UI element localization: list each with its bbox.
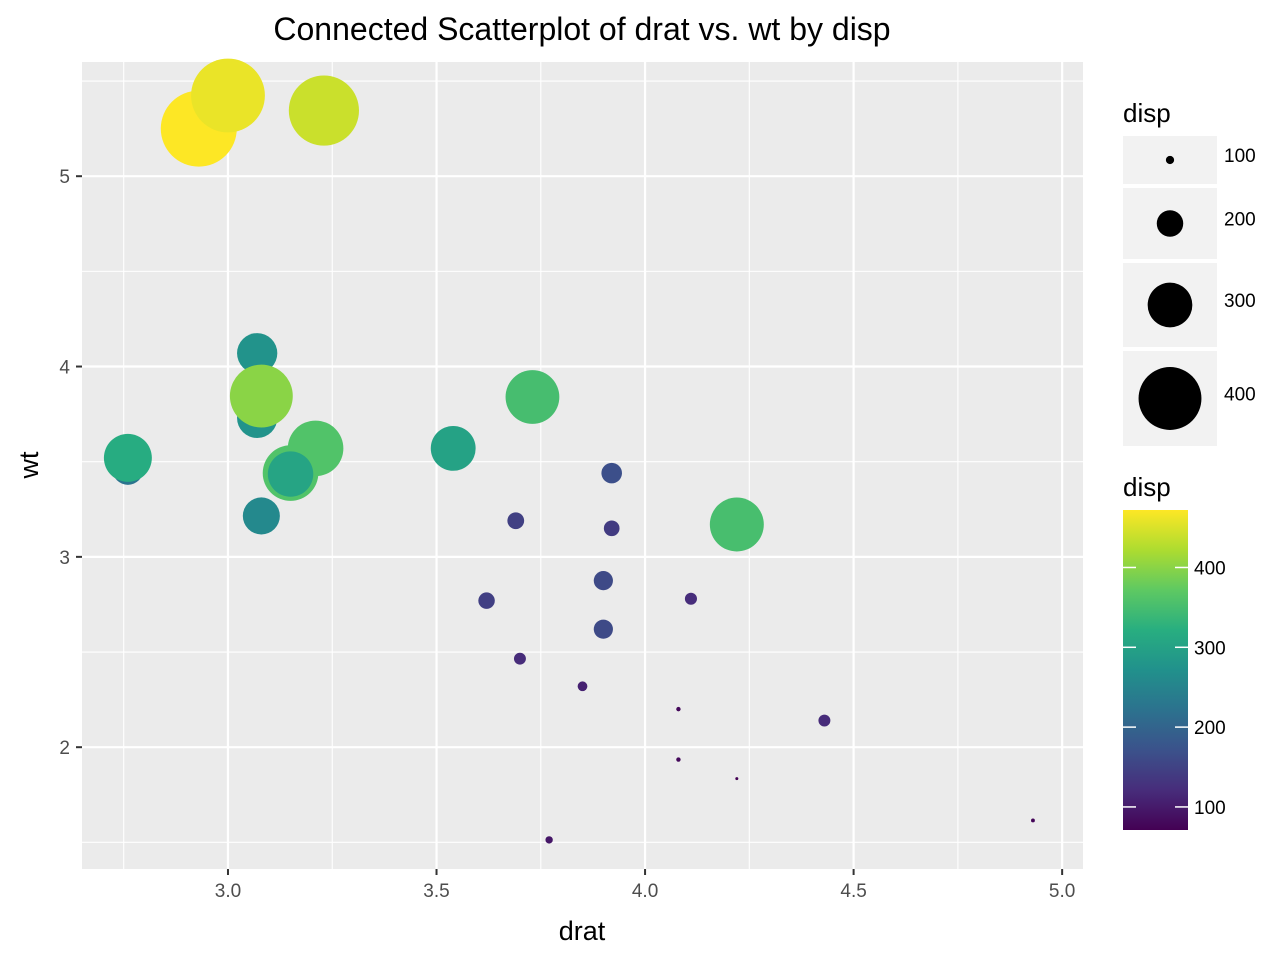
x-tick-label: 3.0 — [215, 881, 241, 902]
y-axis-title: wt — [14, 451, 44, 479]
colorbar-label: 300 — [1194, 638, 1226, 659]
scatter-point — [507, 512, 525, 530]
colorbar-label: 400 — [1194, 558, 1226, 579]
x-tick-label: 4.0 — [632, 881, 658, 902]
size-legend-label: 400 — [1224, 385, 1256, 406]
scatter-point — [818, 714, 831, 727]
y-tick-label: 2 — [59, 738, 70, 759]
scatter-point — [288, 75, 359, 146]
x-axis-title: drat — [559, 916, 606, 946]
scatter-point — [684, 592, 697, 605]
scatter-point — [676, 706, 681, 712]
y-tick-label: 3 — [59, 548, 70, 569]
size-legend-label: 200 — [1224, 210, 1256, 231]
size-legend-title: disp — [1123, 98, 1171, 128]
scatter-point — [430, 425, 476, 471]
size-legend-symbol — [1165, 155, 1175, 165]
scatter-point — [603, 520, 620, 537]
x-tick-label: 5.0 — [1049, 881, 1075, 902]
scatter-point — [593, 571, 613, 591]
scatter-point — [545, 836, 553, 844]
scatter-point — [103, 433, 152, 482]
size-legend-symbol — [1156, 210, 1184, 237]
scatter-point — [242, 497, 280, 535]
scatter-point — [513, 652, 526, 665]
scatter-points — [103, 58, 1035, 844]
colorbar — [1123, 510, 1188, 830]
scatter-point — [229, 364, 293, 428]
scatter-point — [735, 777, 739, 781]
size-legend: disp 100 200 300 400 — [1123, 98, 1256, 446]
scatter-point — [1031, 818, 1035, 823]
scatter-point — [505, 370, 560, 424]
scatter-point — [267, 451, 314, 497]
scatter-point — [191, 58, 265, 133]
scatter-point — [709, 497, 764, 552]
scatter-point — [577, 681, 588, 692]
size-legend-label: 300 — [1224, 291, 1256, 312]
colorbar-ticks: 100 200 300 400 — [1123, 558, 1226, 819]
y-tick-label: 4 — [59, 358, 70, 379]
size-legend-symbol — [1138, 367, 1202, 430]
x-tick-label: 4.5 — [840, 881, 866, 902]
colorbar-label: 100 — [1194, 798, 1226, 819]
scatter-point — [676, 757, 681, 762]
size-legend-label: 100 — [1224, 146, 1256, 167]
color-legend: disp 100 200 300 400 — [1123, 472, 1226, 830]
axis-ticks: 3.0 3.5 4.0 4.5 5.0 2 3 4 5 — [59, 167, 1075, 902]
scatter-point — [478, 592, 495, 609]
scatter-point — [593, 619, 613, 639]
size-legend-symbol — [1147, 282, 1193, 328]
colorbar-label: 200 — [1194, 718, 1226, 739]
size-legend-keys: 100 200 300 400 — [1123, 136, 1256, 446]
chart-title: Connected Scatterplot of drat vs. wt by … — [273, 11, 890, 47]
plot-panel — [82, 62, 1083, 869]
grid — [82, 62, 1083, 869]
scatter-point — [601, 462, 622, 484]
y-tick-label: 5 — [59, 167, 70, 188]
x-tick-label: 3.5 — [423, 881, 449, 902]
color-legend-title: disp — [1123, 472, 1171, 502]
scatter-point — [237, 333, 278, 374]
